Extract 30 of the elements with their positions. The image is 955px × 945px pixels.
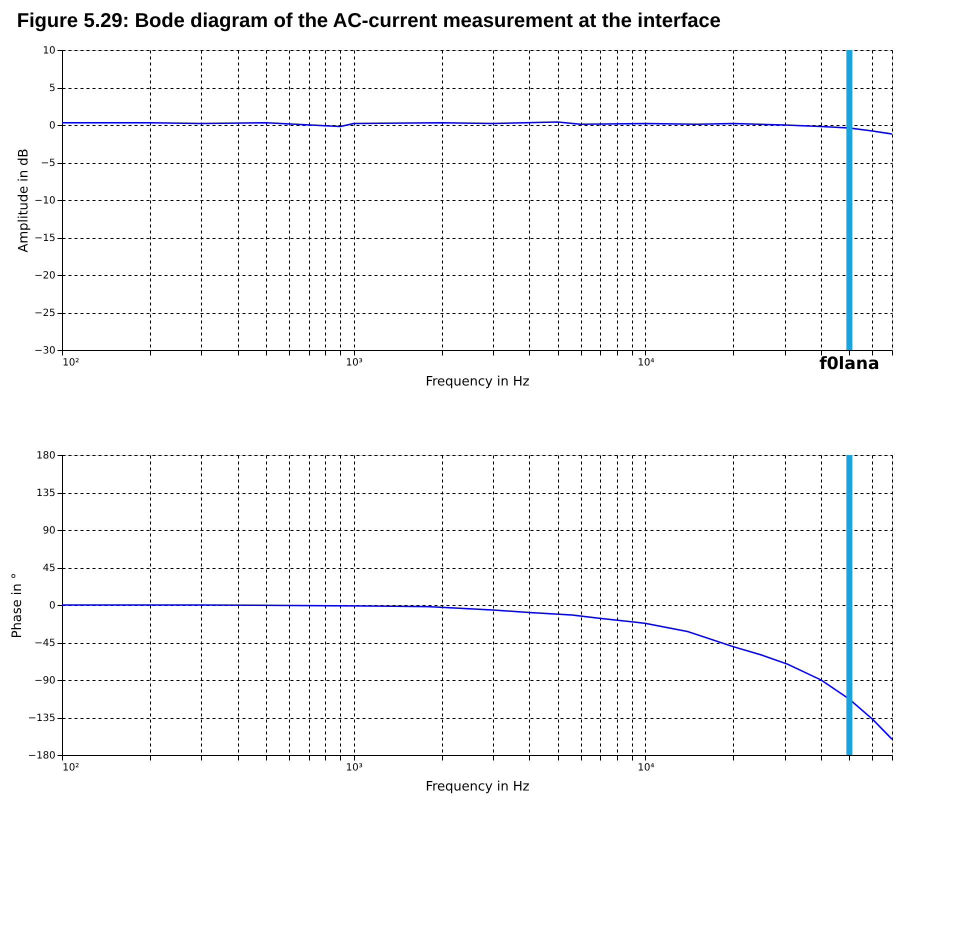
y-tick-label: −180 bbox=[28, 750, 56, 762]
y-tick-label: 0 bbox=[49, 600, 56, 612]
x-tick-label: 10³ bbox=[346, 762, 363, 774]
y-tick-label: 45 bbox=[42, 563, 56, 574]
y-tick-label: 0 bbox=[49, 120, 56, 132]
y-tick-label: −90 bbox=[34, 676, 56, 686]
y-tick-label: −135 bbox=[28, 713, 56, 724]
y-tick-label: −30 bbox=[34, 346, 56, 356]
y-tick-label: 5 bbox=[49, 83, 56, 94]
y-tick-label: −25 bbox=[34, 308, 56, 319]
y-tick-label: 180 bbox=[36, 450, 56, 462]
y-tick-label: −10 bbox=[34, 196, 56, 206]
x-tick-label: 10⁴ bbox=[638, 762, 654, 774]
x-axis-title: Frequency in Hz bbox=[426, 374, 530, 390]
x-tick-label: 10² bbox=[62, 358, 80, 368]
y-tick-label: 90 bbox=[42, 526, 56, 536]
y-axis-title: Amplitude in dB bbox=[16, 148, 32, 252]
y-tick-label: 135 bbox=[36, 488, 56, 499]
y-tick-label: −15 bbox=[34, 233, 56, 244]
y-tick-label: −5 bbox=[40, 158, 56, 169]
x-tick-label: 10³ bbox=[346, 358, 363, 368]
x-tick-label: 10² bbox=[62, 762, 80, 774]
y-axis-title: Phase in ° bbox=[10, 572, 26, 638]
chart-title: Figure 5.29: Bode diagram of the AC-current measurement at the interface bbox=[16, 10, 721, 32]
y-tick-label: −45 bbox=[34, 638, 56, 649]
y-tick-label: 10 bbox=[42, 46, 56, 56]
ref-line-label: f0lana bbox=[819, 354, 880, 374]
x-axis-title: Frequency in Hz bbox=[426, 780, 530, 794]
y-tick-label: −20 bbox=[34, 270, 56, 282]
x-tick-label: 10⁴ bbox=[638, 358, 654, 368]
